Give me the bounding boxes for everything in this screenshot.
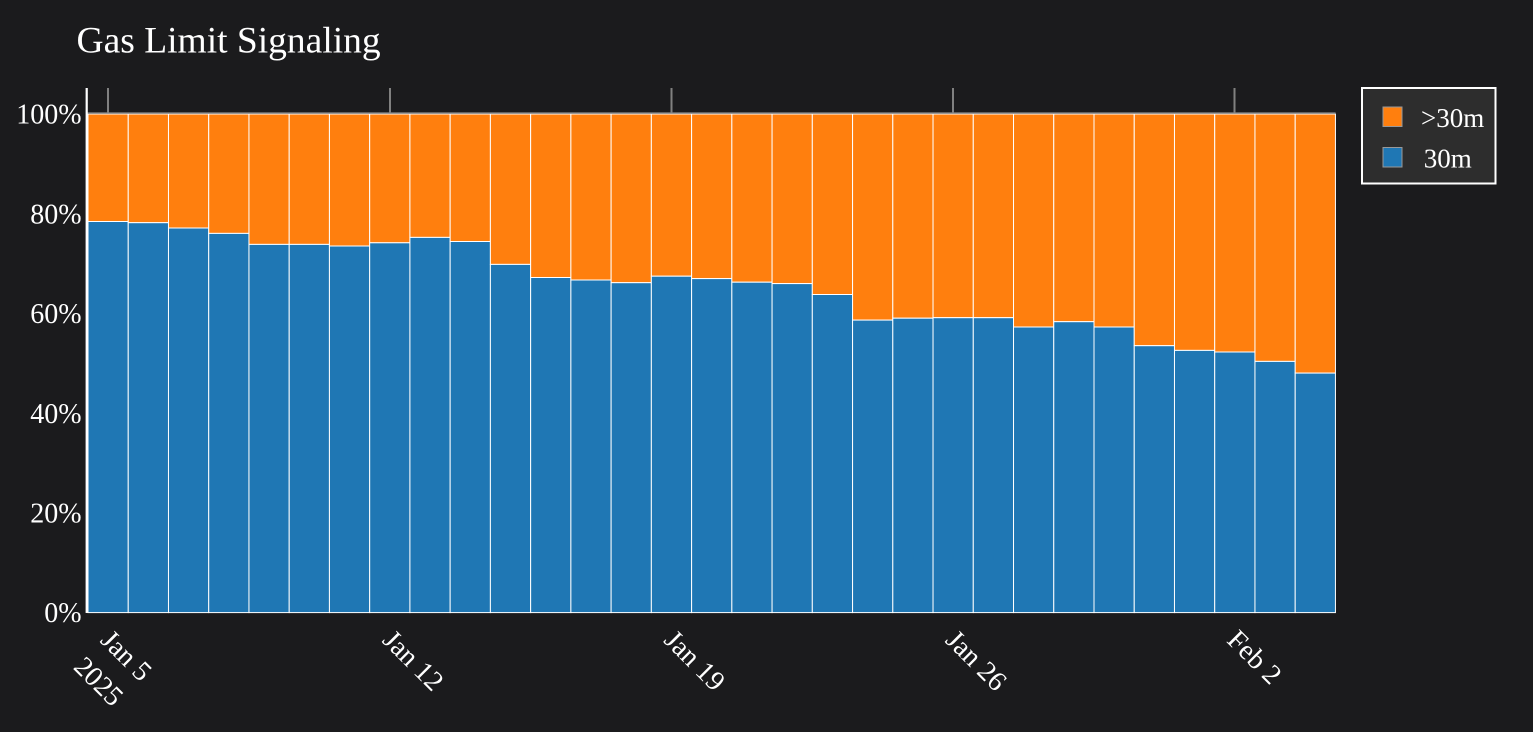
- svg-text:Gas Limit Signaling: Gas Limit Signaling: [77, 20, 381, 61]
- svg-text:>30m: >30m: [1421, 103, 1484, 133]
- svg-text:80%: 80%: [30, 199, 81, 230]
- svg-text:60%: 60%: [30, 299, 81, 330]
- svg-text:40%: 40%: [30, 399, 81, 430]
- svg-text:30m: 30m: [1424, 144, 1472, 174]
- svg-text:20%: 20%: [30, 499, 81, 530]
- svg-text:0%: 0%: [44, 598, 81, 629]
- svg-text:100%: 100%: [16, 100, 81, 131]
